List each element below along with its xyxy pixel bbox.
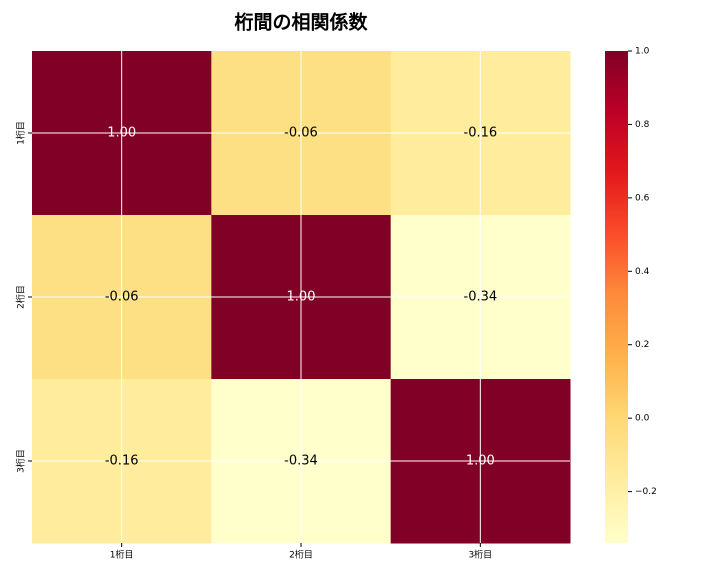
cell-label: -0.16	[105, 454, 139, 469]
cell-label: 1.00	[107, 126, 136, 141]
colorbar-tick-label: −0.2	[635, 487, 657, 497]
chart-title: 桁間の相関係数	[234, 11, 368, 34]
cell-label: 1.00	[466, 454, 495, 469]
colorbar-tick-label: 0.0	[635, 414, 650, 424]
cell-label: -0.16	[464, 126, 498, 141]
y-tick-label: 1桁目	[15, 121, 27, 145]
cell-label: -0.06	[105, 290, 139, 305]
colorbar-tick-label: 0.6	[635, 193, 650, 203]
x-tick-label: 2桁目	[289, 549, 313, 561]
x-tick-label: 1桁目	[110, 549, 134, 561]
cell-label: -0.34	[284, 454, 318, 469]
colorbar-tick-label: 1.0	[635, 47, 650, 57]
colorbar-tick-label: 0.4	[635, 267, 650, 277]
cell-label: -0.34	[464, 290, 498, 305]
colorbar-tick-label: 0.2	[635, 340, 649, 350]
cell-label: -0.06	[284, 126, 318, 141]
x-tick-label: 3桁目	[468, 549, 492, 561]
colorbar	[605, 51, 628, 543]
y-tick-label: 2桁目	[15, 285, 27, 309]
colorbar-tick-label: 0.8	[635, 120, 650, 130]
cell-label: 1.00	[287, 290, 316, 305]
y-tick-label: 3桁目	[15, 449, 27, 473]
